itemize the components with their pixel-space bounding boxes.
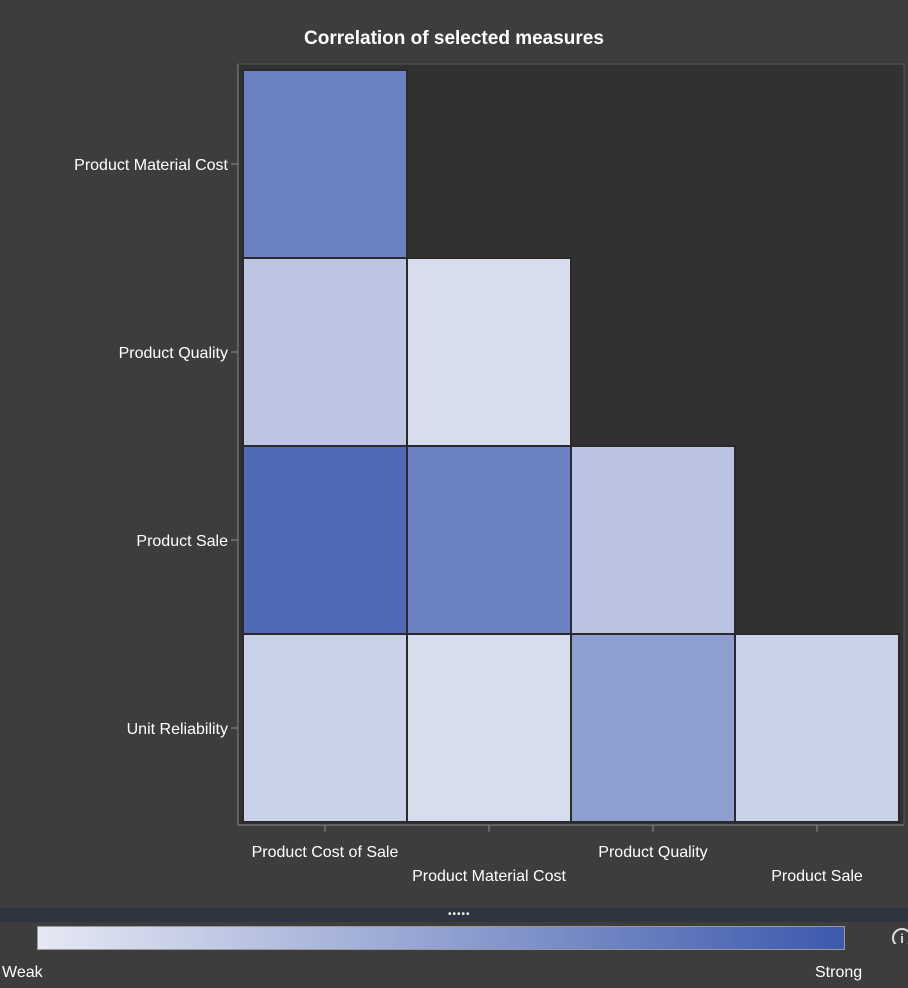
- heatmap-cell[interactable]: [570, 445, 736, 635]
- info-icon[interactable]: i: [890, 926, 908, 944]
- heatmap-cell[interactable]: [242, 257, 408, 447]
- y-tick-label: Unit Reliability: [127, 721, 228, 738]
- legend-max-label: Strong: [815, 964, 863, 981]
- y-tick-label: Product Sale: [136, 533, 228, 550]
- y-tick-label: Product Quality: [119, 345, 228, 362]
- x-tick-label: Product Quality: [598, 844, 707, 861]
- heatmap-cell[interactable]: [734, 633, 900, 823]
- svg-text:i: i: [900, 931, 904, 944]
- heatmap-cells: [242, 69, 900, 823]
- heatmap-cell[interactable]: [242, 445, 408, 635]
- x-tick-label: Product Sale: [771, 868, 863, 885]
- color-scale-legend-bar: [37, 926, 845, 950]
- heatmap-cell[interactable]: [406, 445, 572, 635]
- heatmap-cell[interactable]: [570, 633, 736, 823]
- resize-grip-handle[interactable]: •••••: [448, 909, 471, 920]
- heatmap-cell[interactable]: [406, 257, 572, 447]
- x-tick-label: Product Material Cost: [412, 868, 566, 885]
- heatmap-cell[interactable]: [242, 633, 408, 823]
- legend-min-label: Weak: [2, 964, 43, 981]
- axes: Product Material Cost Product Quality Prod…: [74, 64, 904, 885]
- y-tick-label: Product Material Cost: [74, 157, 228, 174]
- chart-title: Correlation of selected measures: [304, 28, 604, 49]
- heatmap-cell[interactable]: [406, 633, 572, 823]
- heatmap-cell[interactable]: [242, 69, 408, 259]
- panel-divider: [0, 908, 908, 922]
- heatmap-chart: Product Material Cost Product Quality Prod…: [74, 63, 905, 885]
- x-tick-label: Product Cost of Sale: [252, 844, 399, 861]
